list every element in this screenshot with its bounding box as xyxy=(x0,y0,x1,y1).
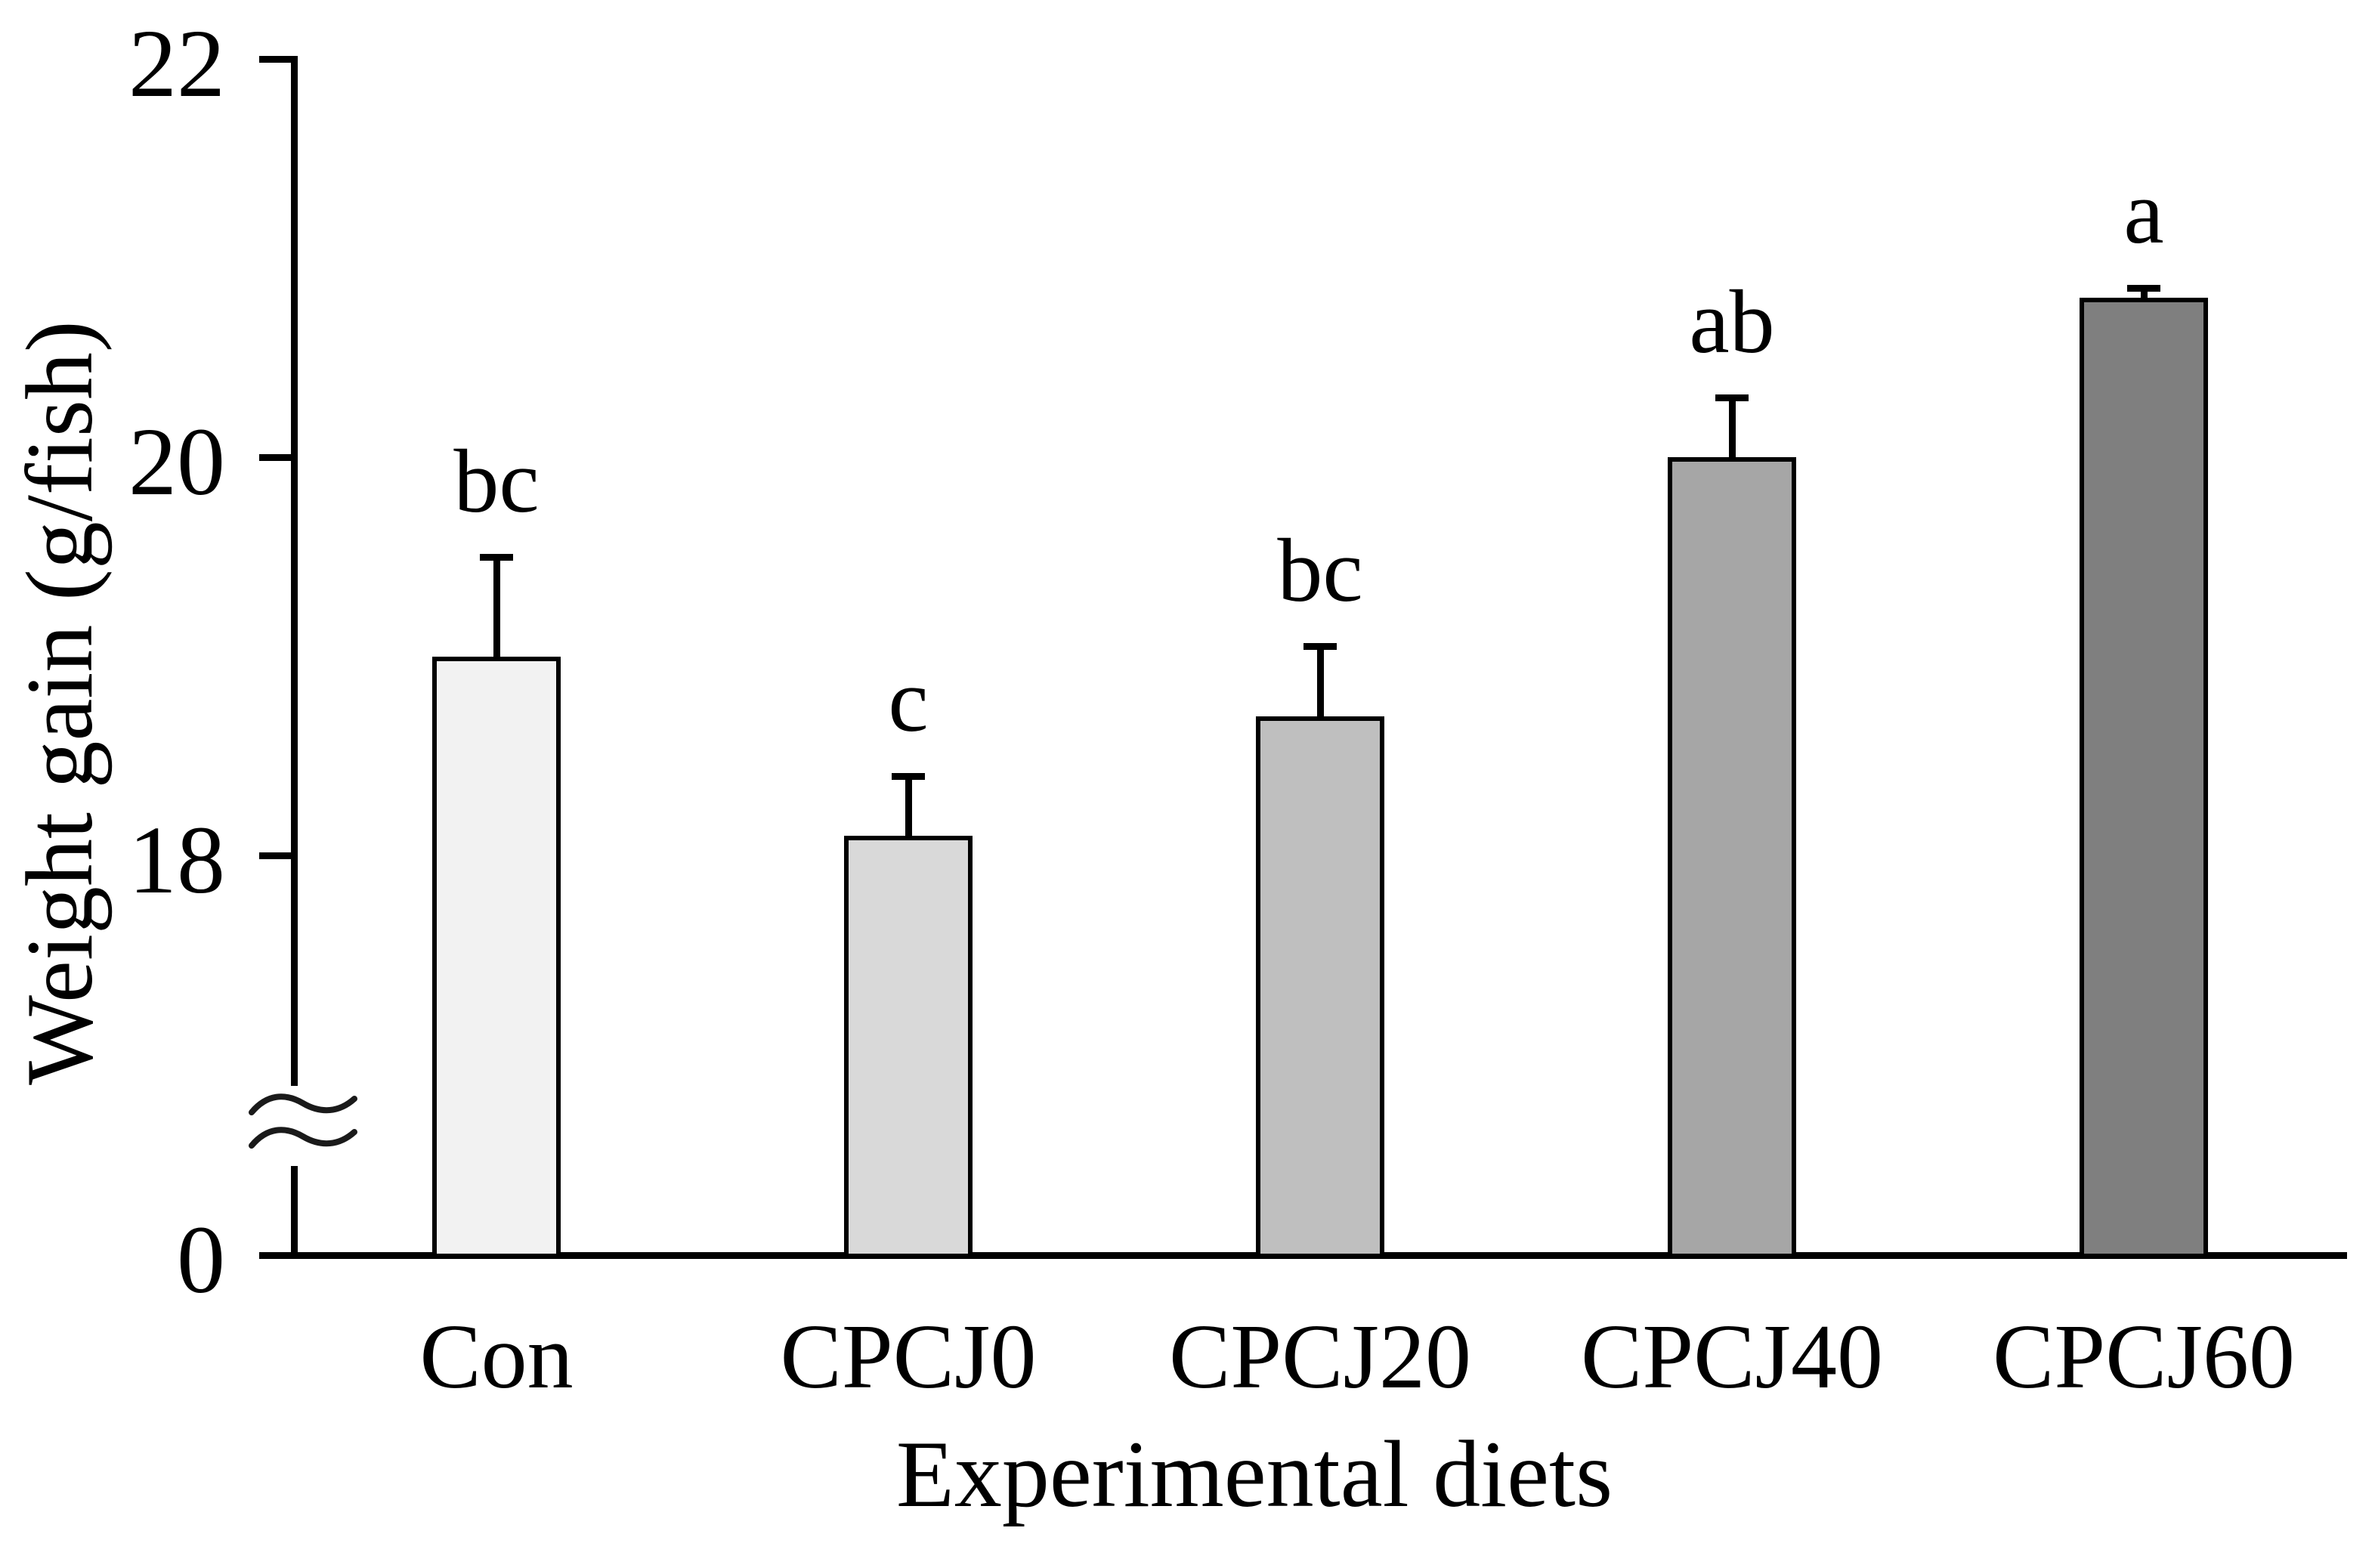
error-bar-stem-CPCJ0 xyxy=(905,776,912,836)
error-bar-cap-CPCJ20 xyxy=(1303,643,1337,650)
bar-CPCJ20 xyxy=(1256,716,1384,1258)
bar-CPCJ0 xyxy=(844,836,973,1258)
y-tick-22 xyxy=(259,56,291,63)
y-axis-line-upper xyxy=(291,56,298,1086)
bar-CPCJ40 xyxy=(1668,457,1796,1258)
x-tick-label-CPCJ60: CPCJ60 xyxy=(1992,1306,2296,1408)
x-axis-title: Experimental diets xyxy=(895,1422,1613,1527)
y-tick-label-20: 20 xyxy=(128,408,225,515)
error-bar-cap-CPCJ60 xyxy=(2127,285,2160,292)
y-tick-label-22: 22 xyxy=(128,10,225,117)
x-tick-label-CPCJ20: CPCJ20 xyxy=(1168,1306,1472,1408)
error-bar-cap-CPCJ0 xyxy=(892,773,925,780)
y-tick-18 xyxy=(259,852,291,859)
significance-letter-Con: bc xyxy=(453,431,540,531)
y-axis-line-lower xyxy=(291,1166,298,1259)
significance-letter-CPCJ60: a xyxy=(2123,162,2164,262)
x-tick-label-CPCJ0: CPCJ0 xyxy=(780,1306,1037,1408)
y-tick-20 xyxy=(259,454,291,461)
y-tick-label-18: 18 xyxy=(128,806,225,914)
significance-letter-CPCJ0: c xyxy=(888,650,929,750)
bar-CPCJ60 xyxy=(2080,298,2208,1258)
error-bar-stem-CPCJ20 xyxy=(1317,646,1324,716)
significance-letter-CPCJ40: ab xyxy=(1689,271,1775,372)
x-tick-label-Con: Con xyxy=(419,1306,574,1408)
y-tick-0 xyxy=(259,1252,291,1259)
y-tick-label-0: 0 xyxy=(177,1206,225,1313)
error-bar-stem-Con xyxy=(493,557,500,657)
x-tick-label-CPCJ40: CPCJ40 xyxy=(1580,1306,1884,1408)
bar-Con xyxy=(432,657,561,1258)
error-bar-stem-CPCJ40 xyxy=(1729,397,1736,457)
error-bar-cap-CPCJ40 xyxy=(1715,394,1749,401)
error-bar-cap-Con xyxy=(480,554,513,561)
axis-break-icon xyxy=(249,1093,357,1149)
significance-letter-CPCJ20: bc xyxy=(1277,520,1363,620)
error-bar-stem-CPCJ60 xyxy=(2141,288,2148,298)
